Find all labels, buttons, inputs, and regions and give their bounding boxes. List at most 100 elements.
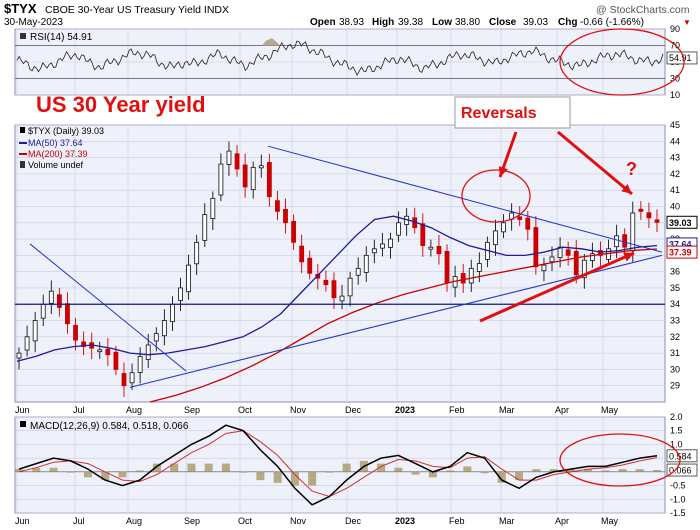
price-y-tick: 44 [670,136,680,146]
rsi-legend-swatch [20,33,26,39]
price-candle [65,303,70,325]
price-candle [501,222,506,233]
legend-ma200: MA(200) 37.39 [28,149,88,159]
macd-x-tick: Sep [184,516,200,526]
price-candle [299,245,305,263]
macd-y-tick: 1.5 [670,426,683,436]
uptrend-line [129,254,663,388]
macd-histogram-bar [170,463,179,472]
price-candle [476,263,482,272]
macd-legend-text: MACD(12,26,9) 0.584, 0.518, 0.066 [30,421,189,432]
price-x-tick: Oct [238,405,253,415]
price-candle [291,221,296,243]
price-candle [436,245,442,255]
price-candle [105,348,111,356]
price-candle [283,208,288,224]
price-candle [32,320,38,342]
close-last-value: 39.03 [669,218,692,228]
macd-histogram-bar [480,471,489,474]
price-candle [137,355,143,373]
price-candle [113,351,119,370]
price-candle [145,344,151,360]
price-candle [638,208,644,212]
price-candle [170,303,175,323]
chg-down-icon: ▼ [683,18,691,27]
macd-histogram-bar [83,471,92,478]
price-candle [56,294,62,308]
price-candle [428,246,434,250]
macd-histogram-bar [308,471,317,486]
price-candle [16,352,22,359]
price-candle [493,230,498,246]
rsi-y-tick: 90 [670,24,680,34]
price-x-tick: Nov [290,405,307,415]
rsi-y-tick: 10 [670,90,680,100]
macd-x-tick: Jun [15,516,30,526]
macd-histogram-bar [532,469,541,472]
price-x-tick: Dec [345,405,362,415]
macd-histogram-bar [256,471,265,481]
price-candle [242,164,248,188]
price-x-tick: Jun [15,405,30,415]
price-x-tick: 2023 [395,405,415,415]
macd-histogram-bar [618,469,627,472]
price-candle [581,259,587,279]
low-label: Low [432,17,452,28]
price-candle [573,250,579,276]
price-candle [363,254,369,273]
price-candle [97,349,103,353]
plots [15,28,685,506]
chg-label: Chg [558,17,577,28]
macd-histogram-bar [584,469,593,472]
ma200-last-badge [666,245,698,259]
price-y-tick: 40 [670,201,680,211]
price-candle [81,341,87,348]
price-candle [226,150,232,165]
price-candle [420,223,426,246]
macd-histogram-bar [15,469,23,472]
close-value: 39.03 [523,17,548,28]
macd-x-tick: Mar [499,516,515,526]
price-y-tick: 31 [670,348,680,358]
price-y-tick: 29 [670,381,680,391]
macd-histogram-bar [411,471,420,475]
macd-x-tick: Dec [345,516,362,526]
price-x-tick: Aug [126,405,142,415]
rsi-highlight-circle [559,28,685,96]
price-candle [24,336,30,351]
macd-histogram-bar [118,471,127,478]
price-candle [339,295,345,302]
macd-histogram-bar [601,470,610,472]
price-candle [355,267,361,276]
price-candle [331,280,337,299]
chg-value: -0.66 (-1.66%) [580,17,644,28]
macd-line [18,424,658,506]
macd-histogram-bar [135,470,144,472]
macd-histogram-bar [377,463,386,472]
close-label: Close [489,17,517,28]
macd-x-tick: Apr [555,516,569,526]
macd-hist-last-value: 0.066 [669,466,692,476]
price-y-tick: 45 [670,120,680,130]
price-candle [589,253,595,261]
price-candle [202,214,208,241]
price-candle [307,257,313,274]
legend-volume: Volume undef [28,160,84,170]
macd-histogram-bar [32,467,41,472]
price-candle [388,238,393,248]
macd-histogram-bar [152,463,161,472]
price-candle [565,249,571,256]
macd-y-tick: -0.5 [670,481,686,491]
reversals-label: Reversals [461,105,537,122]
macd-y-tick: -1.5 [670,508,686,518]
price-candle [541,264,547,272]
macd-histogram-bar [66,471,75,473]
macd-signal-line [18,430,658,498]
macd-legend: MACD(12,26,9) 0.584, 0.518, 0.066 [20,421,189,432]
price-y-tick: 32 [670,332,680,342]
macd-histogram-bar [221,463,230,472]
macd-legend-swatch [20,421,26,427]
macd-histogram-bar [290,471,299,486]
reversals-arrow-head [498,166,508,177]
